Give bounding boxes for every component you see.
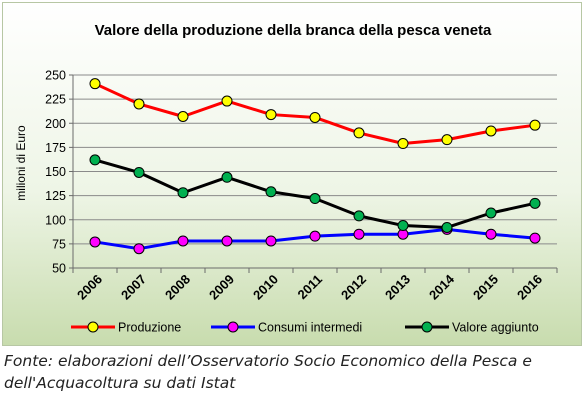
data-point-produzione <box>265 109 277 121</box>
chart-container: Valore della produzione della branca del… <box>2 2 582 346</box>
x-tick-label: 2011 <box>295 272 326 303</box>
x-tick-label: 2007 <box>118 272 149 303</box>
chart-title: Valore della produzione della branca del… <box>95 22 492 39</box>
legend: Produzione Consumi intermedi Valore aggiun… <box>71 321 539 335</box>
data-point-consumi-intermedi <box>309 230 321 242</box>
data-point-valore-aggiunto <box>265 186 277 198</box>
caption-line-1: Fonte: elaborazioni dell’Osservatorio So… <box>4 352 532 370</box>
data-point-produzione <box>485 125 497 137</box>
y-tick-label: 225 <box>45 93 66 107</box>
data-point-produzione <box>309 111 321 123</box>
data-point-consumi-intermedi <box>133 243 145 255</box>
data-point-produzione <box>529 119 541 131</box>
data-point-consumi-intermedi <box>221 235 233 247</box>
data-point-valore-aggiunto <box>177 187 189 199</box>
data-point-produzione <box>221 95 233 107</box>
data-point-valore-aggiunto <box>397 220 409 232</box>
y-tick-label: 150 <box>45 165 66 179</box>
data-point-consumi-intermedi <box>177 235 189 247</box>
legend-label-produzione: Produzione <box>118 321 181 335</box>
x-tick-label: 2006 <box>74 272 105 303</box>
y-tick-label: 175 <box>45 141 66 155</box>
y-tick-label: 200 <box>45 117 66 131</box>
y-tick-label: 50 <box>52 262 66 276</box>
y-tick-label: 250 <box>45 69 66 83</box>
data-point-consumi-intermedi <box>485 228 497 240</box>
data-point-produzione <box>89 78 101 90</box>
data-point-valore-aggiunto <box>441 221 453 233</box>
data-point-valore-aggiunto <box>133 166 145 178</box>
y-tick-label: 75 <box>52 237 66 251</box>
legend-marker-consumi-intermedi <box>227 321 239 333</box>
data-point-consumi-intermedi <box>265 235 277 247</box>
line-chart: Valore della produzione della branca del… <box>14 22 558 335</box>
data-point-consumi-intermedi <box>353 228 365 240</box>
x-tick-label: 2009 <box>206 272 237 303</box>
y-axis-title: milioni di Euro <box>14 125 28 201</box>
legend-marker-valore-aggiunto <box>421 321 433 333</box>
legend-label-valore-aggiunto: Valore aggiunto <box>452 321 539 335</box>
data-point-valore-aggiunto <box>309 193 321 205</box>
data-point-produzione <box>133 98 145 110</box>
data-point-produzione <box>353 127 365 139</box>
y-tick-label: 125 <box>45 189 66 203</box>
data-point-valore-aggiunto <box>353 210 365 222</box>
plot-area: 50 75 100 125 150 175 200 225 250 2006 2007 2008 200… <box>45 69 558 303</box>
data-point-produzione <box>177 110 189 122</box>
y-tick-label: 100 <box>45 213 66 227</box>
x-tick-label: 2014 <box>426 271 458 303</box>
x-tick-label: 2013 <box>382 272 413 303</box>
data-point-consumi-intermedi <box>529 232 541 244</box>
caption-line-2: dell'Acquacoltura su dati Istat <box>4 374 236 392</box>
data-point-valore-aggiunto <box>221 171 233 183</box>
x-tick-label: 2012 <box>338 272 369 303</box>
x-tick-label: 2010 <box>250 272 281 303</box>
x-tick-label: 2015 <box>470 272 501 303</box>
data-point-produzione <box>441 134 453 146</box>
legend-marker-produzione <box>87 321 99 333</box>
data-point-produzione <box>397 138 409 150</box>
source-caption: Fonte: elaborazioni dell’Osservatorio So… <box>4 350 582 394</box>
data-point-valore-aggiunto <box>89 154 101 166</box>
data-point-valore-aggiunto <box>485 207 497 219</box>
data-point-consumi-intermedi <box>89 236 101 248</box>
x-tick-label: 2016 <box>514 272 545 303</box>
x-tick-label: 2008 <box>162 272 193 303</box>
data-point-valore-aggiunto <box>529 197 541 209</box>
legend-label-consumi-intermedi: Consumi intermedi <box>258 321 362 335</box>
